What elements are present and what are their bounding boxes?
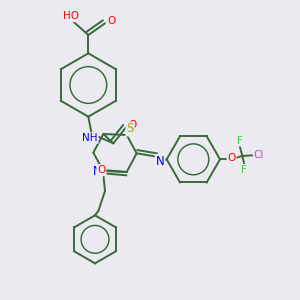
Text: F: F [237,136,243,146]
Text: S: S [126,122,134,136]
Text: N: N [93,165,102,178]
Text: HO: HO [63,11,79,21]
Text: O: O [227,153,236,163]
Text: O: O [128,120,136,130]
Text: NH: NH [82,133,98,143]
Text: O: O [97,165,106,175]
Text: O: O [107,16,115,26]
Text: F: F [242,165,247,175]
Text: Cl: Cl [254,150,264,160]
Text: N: N [156,155,164,168]
